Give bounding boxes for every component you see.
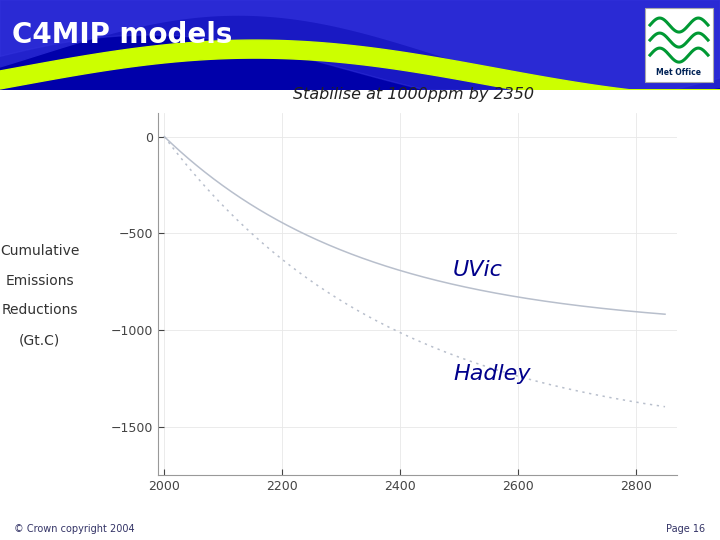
Text: Reductions: Reductions xyxy=(1,303,78,318)
Text: Stabilise at 1000ppm by 2350: Stabilise at 1000ppm by 2350 xyxy=(294,87,534,102)
Text: © Crown copyright 2004: © Crown copyright 2004 xyxy=(14,523,135,534)
Text: Hadley: Hadley xyxy=(453,364,531,384)
Text: (Gt.C): (Gt.C) xyxy=(19,333,60,347)
Text: C4MIP models: C4MIP models xyxy=(12,21,233,49)
Text: Met Office: Met Office xyxy=(657,68,701,77)
Text: Emissions: Emissions xyxy=(5,274,74,288)
Text: Cumulative: Cumulative xyxy=(0,244,79,258)
Bar xyxy=(645,8,713,82)
Text: UVic: UVic xyxy=(453,260,503,280)
Text: Page 16: Page 16 xyxy=(667,523,706,534)
